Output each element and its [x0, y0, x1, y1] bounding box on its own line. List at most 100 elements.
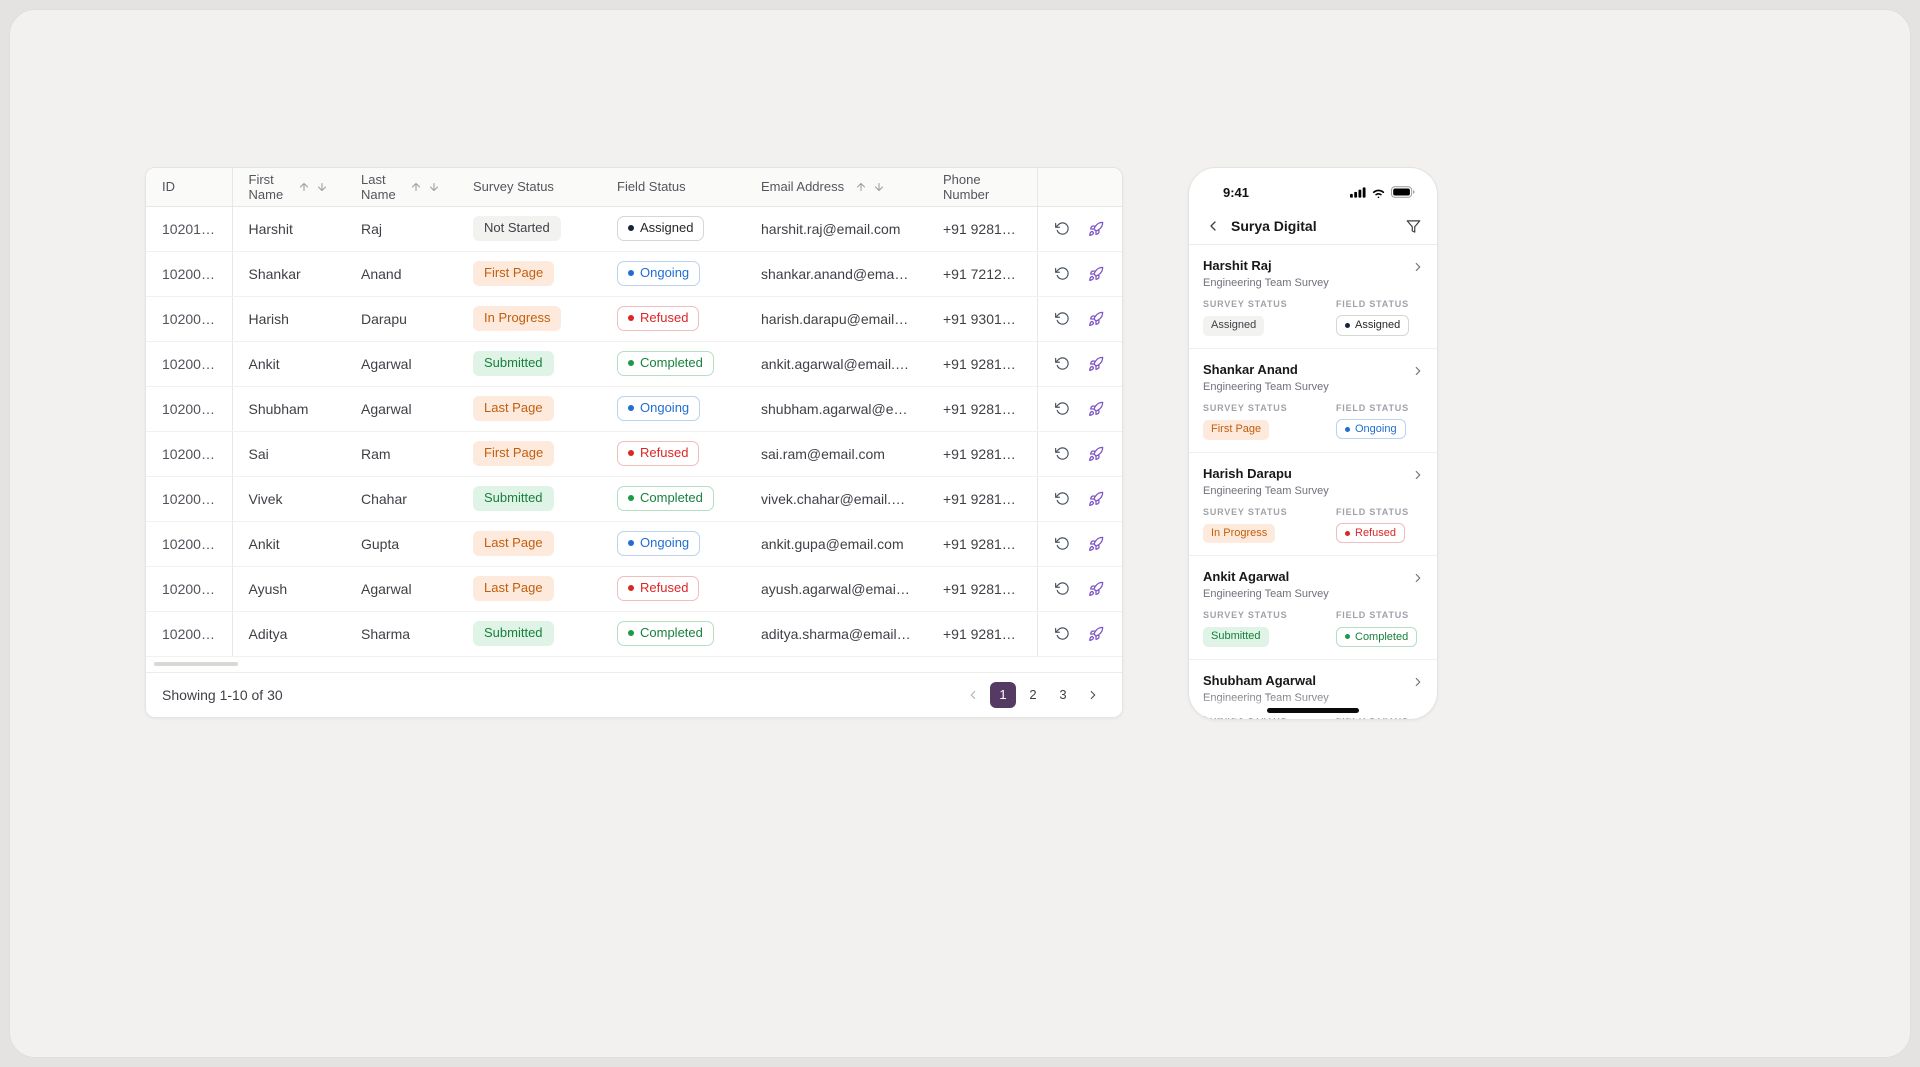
- cell-actions: [1036, 611, 1122, 657]
- cell-first-name: Ankit: [232, 341, 345, 387]
- sync-action-button[interactable]: [1052, 218, 1073, 239]
- chevron-right-icon[interactable]: [1409, 362, 1427, 380]
- field-status-badge: Refused: [617, 306, 700, 331]
- page-button-1[interactable]: 1: [990, 681, 1016, 708]
- cell-email: vivek.chahar@email.com: [745, 476, 927, 522]
- sort-desc-icon[interactable]: [427, 180, 441, 194]
- previous-page-button[interactable]: [960, 682, 986, 708]
- field-status-badge: Refused: [617, 576, 700, 601]
- cell-actions: [1036, 476, 1122, 522]
- pagination-summary: Showing 1-10 of 30: [162, 686, 283, 703]
- table-row: 1020099 Shankar Anand First Page Ongoing…: [146, 251, 1122, 297]
- survey-card[interactable]: Harshit Raj Engineering Team Survey SURV…: [1189, 245, 1437, 349]
- cell-id: 1020096: [146, 386, 233, 432]
- filter-button[interactable]: [1404, 217, 1423, 236]
- field-status-badge: Assigned: [617, 216, 705, 241]
- cell-last-name: Raj: [345, 206, 457, 252]
- cell-email: harish.darapu@email.com: [745, 296, 927, 342]
- rocket-action-button[interactable]: [1085, 578, 1107, 600]
- chevron-right-icon[interactable]: [1409, 258, 1427, 276]
- back-button[interactable]: [1203, 216, 1223, 236]
- sync-action-button[interactable]: [1052, 398, 1073, 419]
- sync-action-button[interactable]: [1052, 263, 1073, 284]
- cell-last-name: Agarwal: [345, 341, 457, 387]
- survey-card[interactable]: Ankit Agarwal Engineering Team Survey SU…: [1189, 556, 1437, 660]
- rocket-action-button[interactable]: [1085, 218, 1107, 240]
- survey-status-badge: Submitted: [473, 486, 554, 511]
- rocket-action-button[interactable]: [1085, 308, 1107, 330]
- cell-first-name: Ankit: [232, 521, 345, 567]
- field-status-badge: Completed: [1336, 626, 1418, 647]
- cell-phone: +91 92819 28120: [927, 566, 1037, 612]
- column-header-last-name: Last Name: [345, 168, 457, 207]
- rocket-action-button[interactable]: [1085, 623, 1107, 645]
- survey-status-badge: First Page: [473, 441, 555, 466]
- field-status-badge: Completed: [617, 621, 714, 646]
- chevron-right-icon[interactable]: [1409, 569, 1427, 587]
- cell-last-name: Agarwal: [345, 566, 457, 612]
- survey-table: ID First Name Last Name: [146, 168, 1122, 657]
- cell-email: shubham.agarwal@email...: [745, 386, 927, 432]
- survey-status-badge: In Progress: [473, 306, 562, 331]
- card-subtitle: Engineering Team Survey: [1203, 692, 1329, 704]
- cell-last-name: Ram: [345, 431, 457, 477]
- card-name: Shankar Anand: [1203, 361, 1298, 377]
- sync-action-button[interactable]: [1052, 353, 1073, 374]
- column-header-first-name: First Name: [232, 168, 345, 207]
- phone-status-bar: 9:41: [1189, 168, 1437, 208]
- card-name: Harish Darapu: [1203, 465, 1292, 481]
- column-label: ID: [162, 179, 175, 195]
- sync-action-button[interactable]: [1052, 578, 1073, 599]
- cell-phone: +91 92819 28120: [927, 521, 1037, 567]
- survey-card[interactable]: Harish Darapu Engineering Team Survey SU…: [1189, 453, 1437, 557]
- column-label: Phone Number: [943, 171, 990, 202]
- phone-header: Surya Digital: [1189, 208, 1437, 245]
- sort-asc-icon[interactable]: [409, 180, 423, 194]
- rocket-action-button[interactable]: [1085, 353, 1107, 375]
- survey-status-badge: Last Page: [473, 396, 554, 421]
- table-row: 1020098 Harish Darapu In Progress Refuse…: [146, 296, 1122, 342]
- sort-desc-icon[interactable]: [872, 180, 886, 194]
- survey-status-label: SURVEY STATUS: [1203, 610, 1288, 621]
- sort-asc-icon[interactable]: [297, 180, 311, 194]
- wifi-icon: [1371, 187, 1386, 198]
- table-row: 1020091 Aditya Sharma Submitted Complete…: [146, 611, 1122, 657]
- field-status-badge: Ongoing: [617, 396, 701, 421]
- cell-id: 1020099: [146, 251, 233, 297]
- rocket-action-button[interactable]: [1085, 398, 1107, 420]
- sync-action-button[interactable]: [1052, 308, 1073, 329]
- column-label: First Name: [248, 171, 284, 202]
- card-subtitle: Engineering Team Survey: [1203, 588, 1329, 601]
- field-status-badge: Refused: [1336, 522, 1405, 544]
- table-row: 1020096 Shubham Agarwal Last Page Ongoin…: [146, 386, 1122, 432]
- column-header-id: ID: [146, 168, 233, 207]
- survey-status-label: SURVEY STATUS: [1203, 402, 1288, 413]
- rocket-action-button[interactable]: [1085, 263, 1107, 285]
- survey-card[interactable]: Shankar Anand Engineering Team Survey SU…: [1189, 349, 1437, 453]
- column-header-phone: Phone Number: [927, 168, 1037, 207]
- survey-status-label: SURVEY STATUS: [1203, 506, 1288, 517]
- rocket-action-button[interactable]: [1085, 533, 1107, 555]
- chevron-right-icon[interactable]: [1409, 673, 1427, 691]
- horizontal-scrollbar-thumb[interactable]: [154, 662, 238, 666]
- cell-first-name: Shankar: [232, 251, 345, 297]
- rocket-action-button[interactable]: [1085, 443, 1107, 465]
- field-status-badge: Completed: [617, 486, 714, 511]
- sort-asc-icon[interactable]: [854, 180, 868, 194]
- sync-action-button[interactable]: [1052, 623, 1073, 644]
- sync-action-button[interactable]: [1052, 533, 1073, 554]
- card-name: Harshit Raj: [1203, 258, 1272, 273]
- chevron-right-icon[interactable]: [1409, 466, 1427, 484]
- page-button-3[interactable]: 3: [1050, 682, 1076, 708]
- page-button-2[interactable]: 2: [1020, 682, 1046, 708]
- cell-actions: [1036, 521, 1122, 567]
- next-page-button[interactable]: [1080, 682, 1106, 708]
- cellular-signal-icon: [1350, 187, 1366, 198]
- cell-actions: [1036, 386, 1122, 432]
- rocket-action-button[interactable]: [1085, 488, 1107, 510]
- cell-first-name: Sai: [232, 431, 345, 477]
- card-subtitle: Engineering Team Survey: [1203, 484, 1329, 497]
- sync-action-button[interactable]: [1052, 488, 1073, 509]
- sync-action-button[interactable]: [1052, 443, 1073, 464]
- sort-desc-icon[interactable]: [315, 180, 329, 194]
